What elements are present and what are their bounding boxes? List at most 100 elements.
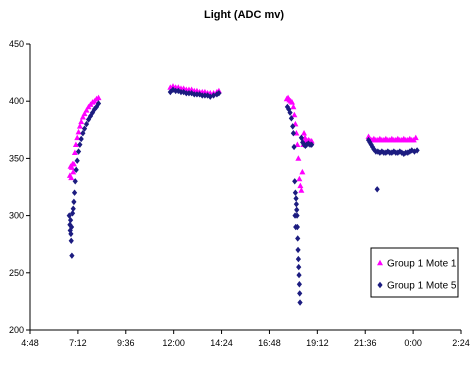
data-point xyxy=(68,164,75,170)
axes: 200 250 300 350 400 450 4:48 7:12 9:36 12:00 14:24… xyxy=(9,39,470,348)
x-tick-label: 19:12 xyxy=(306,338,329,348)
y-tick-label: 300 xyxy=(9,211,24,221)
data-point xyxy=(296,281,302,288)
data-point xyxy=(71,189,78,196)
data-point xyxy=(405,149,411,156)
legend-box xyxy=(370,247,459,298)
data-point xyxy=(294,223,300,231)
data-point xyxy=(295,255,301,263)
data-point xyxy=(301,130,308,136)
x-tick-label: 0:00 xyxy=(404,338,422,348)
x-tick-label: 7:12 xyxy=(69,338,87,348)
data-point xyxy=(290,123,296,130)
data-point xyxy=(68,223,75,231)
data-point xyxy=(68,237,74,244)
data-point xyxy=(298,187,305,193)
data-point xyxy=(288,115,294,122)
data-point xyxy=(71,149,78,155)
x-tick-label: 14:24 xyxy=(210,338,233,348)
data-point xyxy=(296,271,302,279)
data-point xyxy=(216,89,222,97)
data-point xyxy=(202,92,208,99)
data-point xyxy=(68,174,75,181)
data-points xyxy=(66,83,420,306)
data-point xyxy=(287,109,293,116)
data-point xyxy=(379,148,385,155)
data-point xyxy=(83,107,90,113)
data-point xyxy=(293,195,299,202)
series-1 xyxy=(66,83,419,193)
data-point xyxy=(71,198,77,206)
y-tick-label: 400 xyxy=(9,96,24,106)
x-tick-label: 12:00 xyxy=(162,338,185,348)
data-point xyxy=(78,118,85,125)
data-point xyxy=(74,157,80,164)
x-tick-label: 2:24 xyxy=(452,338,470,348)
series-2 xyxy=(66,86,420,306)
data-point xyxy=(297,299,303,306)
data-point xyxy=(292,178,298,185)
data-point xyxy=(76,123,83,129)
data-point xyxy=(80,130,86,137)
data-point xyxy=(72,141,79,147)
data-point xyxy=(295,155,302,161)
chart-title: Light (ADC mv) xyxy=(204,9,284,21)
data-point xyxy=(75,148,82,155)
data-point xyxy=(296,263,302,271)
data-point xyxy=(70,168,77,175)
legend: Group 1 Mote 1 Group 1 Mote 5 xyxy=(370,247,459,298)
data-point xyxy=(299,168,306,175)
y-tick-label: 250 xyxy=(9,268,24,278)
legend-label: Group 1 Mote 5 xyxy=(387,281,457,292)
data-point xyxy=(81,125,88,132)
y-tick-label: 350 xyxy=(9,153,24,163)
data-point xyxy=(309,141,315,148)
data-point xyxy=(297,290,303,297)
data-point xyxy=(78,135,84,143)
data-point xyxy=(194,91,200,98)
y-tick-label: 200 xyxy=(9,325,24,335)
data-point xyxy=(374,186,380,193)
data-point xyxy=(89,109,96,116)
data-point xyxy=(73,166,79,174)
data-point xyxy=(178,88,184,96)
data-point xyxy=(389,149,395,156)
data-point xyxy=(191,91,197,98)
x-tick-label: 16:48 xyxy=(258,338,281,348)
data-point xyxy=(93,103,100,111)
data-point xyxy=(294,206,300,214)
data-point xyxy=(292,189,298,196)
data-point xyxy=(291,111,298,118)
x-tick-label: 21:36 xyxy=(354,338,377,348)
data-point xyxy=(67,216,74,224)
data-point xyxy=(375,148,381,155)
y-tick-label: 450 xyxy=(9,39,24,49)
data-point xyxy=(293,200,299,208)
x-tick-label: 9:36 xyxy=(117,338,135,348)
data-point xyxy=(294,212,300,219)
data-point xyxy=(79,114,86,120)
data-point xyxy=(74,134,81,141)
data-point xyxy=(199,92,205,99)
data-point xyxy=(395,149,401,156)
data-point xyxy=(186,89,192,97)
data-point xyxy=(407,148,413,155)
data-point xyxy=(69,210,76,217)
data-point xyxy=(409,147,415,154)
data-point xyxy=(368,141,374,148)
data-point xyxy=(83,120,90,128)
data-point xyxy=(72,178,78,185)
data-point xyxy=(294,141,301,147)
data-point xyxy=(173,87,179,95)
x-tick-label: 4:48 xyxy=(21,338,39,348)
data-point xyxy=(95,100,102,107)
data-point xyxy=(414,147,420,154)
data-point xyxy=(290,103,297,110)
data-point xyxy=(77,141,83,148)
data-point xyxy=(183,89,189,97)
data-point xyxy=(95,94,102,101)
data-point xyxy=(411,148,418,155)
legend-marker xyxy=(377,259,383,266)
data-point xyxy=(81,110,88,117)
